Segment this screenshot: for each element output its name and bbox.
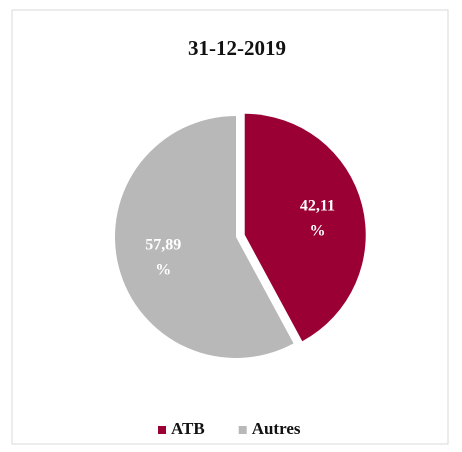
chart-title: 31-12-2019 bbox=[188, 36, 286, 60]
legend-swatch bbox=[158, 426, 166, 434]
data-label: 57,89% bbox=[145, 236, 181, 278]
legend-swatch bbox=[238, 426, 247, 434]
data-label: 42,11% bbox=[300, 197, 335, 239]
legend-label: Autres bbox=[252, 419, 301, 438]
pie-slice bbox=[244, 113, 366, 342]
legend-label: ATB bbox=[171, 419, 205, 438]
pie-slice bbox=[114, 116, 294, 358]
